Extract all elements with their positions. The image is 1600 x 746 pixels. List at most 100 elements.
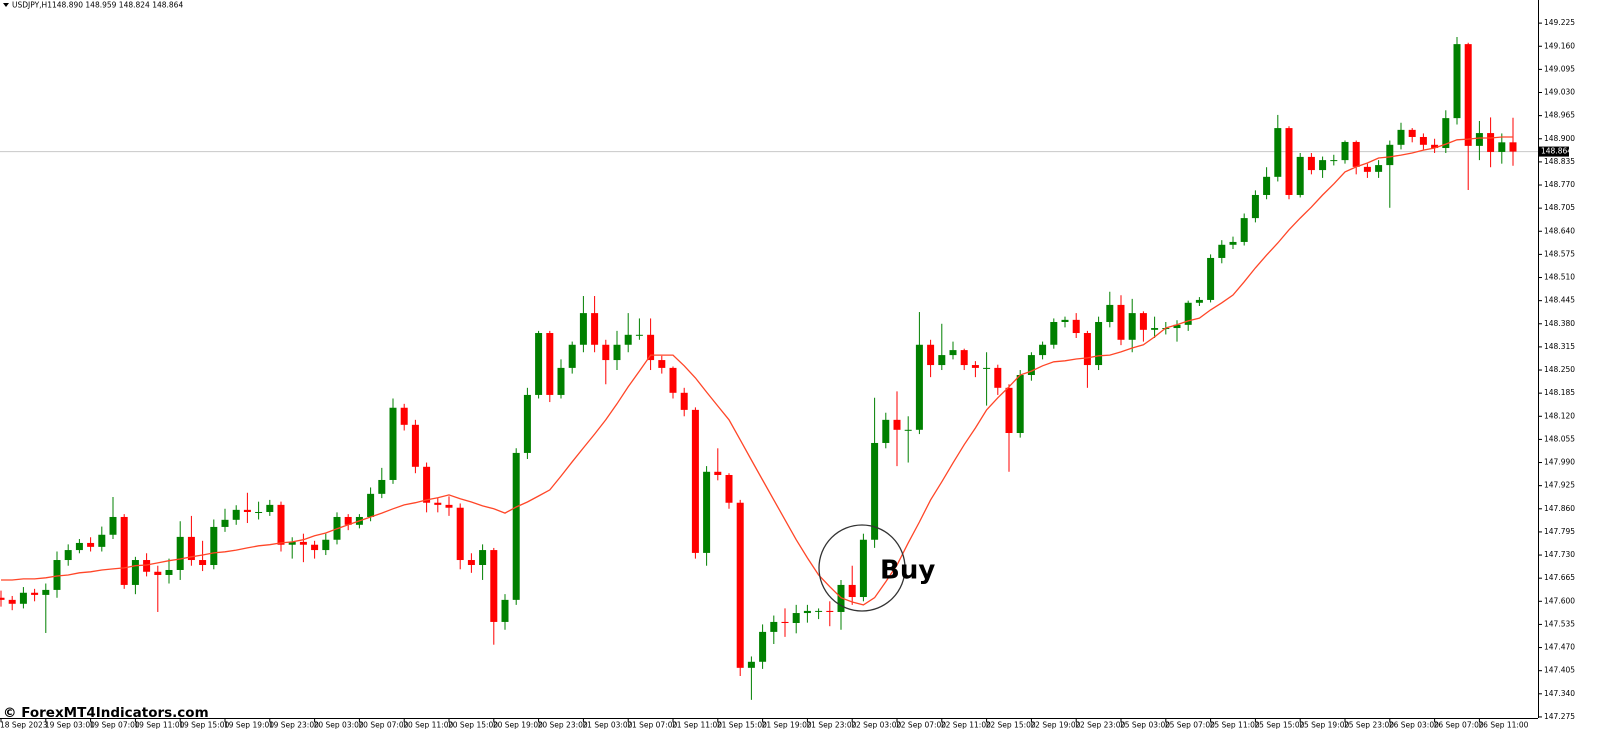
candle-body bbox=[1195, 299, 1203, 303]
candle-body bbox=[1251, 194, 1259, 219]
candle-body bbox=[288, 541, 296, 545]
candle-body bbox=[64, 550, 72, 561]
candle-body bbox=[1061, 319, 1069, 322]
candle-body bbox=[1274, 128, 1282, 177]
quote-header: 148.890 148.959 148.824 148.864 bbox=[52, 1, 183, 10]
candle-body bbox=[165, 569, 173, 575]
candle-body bbox=[1039, 344, 1047, 356]
candle-body bbox=[456, 507, 464, 561]
y-tick-label: 149.225 bbox=[1544, 18, 1575, 27]
y-tick-label: 148.185 bbox=[1544, 388, 1575, 397]
candle-body bbox=[781, 621, 789, 624]
candle-body bbox=[770, 621, 778, 632]
current-price-tag bbox=[1539, 146, 1569, 157]
candle-body bbox=[938, 355, 946, 366]
candle-body bbox=[803, 610, 811, 614]
candle-body bbox=[311, 544, 319, 551]
candle-body bbox=[826, 610, 834, 612]
candle-body bbox=[467, 560, 475, 566]
y-tick-label: 147.275 bbox=[1544, 712, 1575, 721]
watermark: © ForexMT4Indicators.com bbox=[3, 705, 209, 721]
candle-body bbox=[1184, 302, 1192, 325]
x-tick-label: 25 Sep 03:00 bbox=[1120, 721, 1170, 730]
candle-body bbox=[535, 333, 543, 395]
x-tick-label: 19 Sep 07:00 bbox=[90, 721, 140, 730]
candle-body bbox=[1095, 321, 1103, 366]
candle-body bbox=[512, 452, 520, 600]
candle-body bbox=[871, 442, 879, 540]
candle-body bbox=[1509, 142, 1517, 152]
x-tick-label: 22 Sep 11:00 bbox=[941, 721, 991, 730]
candle-body bbox=[367, 493, 375, 517]
y-tick-label: 148.900 bbox=[1544, 134, 1575, 143]
candle-body bbox=[479, 550, 487, 566]
x-tick-label: 26 Sep 11:00 bbox=[1478, 721, 1528, 730]
candle-body bbox=[1397, 129, 1405, 145]
x-tick-label: 26 Sep 07:00 bbox=[1434, 721, 1484, 730]
candle-body bbox=[131, 560, 139, 585]
candle-body bbox=[1027, 355, 1035, 376]
x-tick-label: 26 Sep 03:00 bbox=[1389, 721, 1439, 730]
candle-body bbox=[1050, 321, 1058, 345]
candle-body bbox=[568, 344, 576, 368]
candle-body bbox=[523, 394, 531, 453]
candle-body bbox=[154, 571, 162, 575]
candle-body bbox=[1083, 333, 1091, 366]
candle-body bbox=[1330, 160, 1338, 162]
y-tick-label: 148.120 bbox=[1544, 411, 1575, 420]
candle-body bbox=[277, 504, 285, 545]
candle-body bbox=[971, 365, 979, 368]
candle-body bbox=[904, 429, 912, 431]
y-tick-label: 147.600 bbox=[1544, 596, 1575, 605]
x-tick-label: 21 Sep 11:00 bbox=[672, 721, 722, 730]
x-tick-label: 25 Sep 23:00 bbox=[1344, 721, 1394, 730]
candle-body bbox=[389, 407, 397, 480]
y-tick-label: 147.730 bbox=[1544, 550, 1575, 559]
candle-body bbox=[815, 610, 823, 612]
y-tick-label: 149.030 bbox=[1544, 88, 1575, 97]
y-tick-label: 147.990 bbox=[1544, 458, 1575, 467]
candle-body bbox=[1240, 218, 1248, 242]
candle-body bbox=[232, 509, 240, 520]
y-tick-label: 148.315 bbox=[1544, 342, 1575, 351]
candle-body bbox=[691, 409, 699, 553]
candle-body bbox=[635, 334, 643, 336]
y-tick-label: 147.340 bbox=[1544, 689, 1575, 698]
y-tick-label: 147.535 bbox=[1544, 619, 1575, 628]
candle-body bbox=[0, 597, 5, 600]
y-tick-label: 148.705 bbox=[1544, 203, 1575, 212]
candle-body bbox=[1263, 176, 1271, 195]
candle-body bbox=[1229, 241, 1237, 245]
y-tick-label: 147.925 bbox=[1544, 481, 1575, 490]
candle-body bbox=[837, 584, 845, 612]
candle-body bbox=[445, 504, 453, 508]
candle-body bbox=[647, 334, 655, 361]
y-tick-label: 148.380 bbox=[1544, 319, 1575, 328]
candle-body bbox=[1117, 304, 1125, 340]
symbol-header: USDJPY,H1 bbox=[12, 1, 52, 10]
candle-body bbox=[176, 536, 184, 570]
x-tick-label: 22 Sep 23:00 bbox=[1075, 721, 1125, 730]
candle-body bbox=[53, 560, 61, 590]
candle-body bbox=[747, 661, 755, 668]
candle-body bbox=[378, 479, 386, 494]
x-tick-label: 20 Sep 07:00 bbox=[358, 721, 408, 730]
candle-body bbox=[1207, 257, 1215, 300]
candle-body bbox=[501, 599, 509, 622]
current-price-label: 148.864 bbox=[1541, 147, 1572, 156]
y-tick-label: 148.965 bbox=[1544, 111, 1575, 120]
candle-body bbox=[1475, 133, 1483, 146]
candle-body bbox=[1106, 304, 1114, 322]
x-tick-label: 21 Sep 03:00 bbox=[582, 721, 632, 730]
x-tick-label: 22 Sep 07:00 bbox=[896, 721, 946, 730]
x-tick-label: 22 Sep 03:00 bbox=[851, 721, 901, 730]
candle-body bbox=[714, 471, 722, 475]
candle-body bbox=[859, 539, 867, 598]
candle-body bbox=[1296, 156, 1304, 195]
candle-body bbox=[243, 509, 251, 512]
candle-body bbox=[8, 599, 16, 604]
candle-body bbox=[1151, 328, 1159, 330]
candle-body bbox=[1072, 319, 1080, 334]
